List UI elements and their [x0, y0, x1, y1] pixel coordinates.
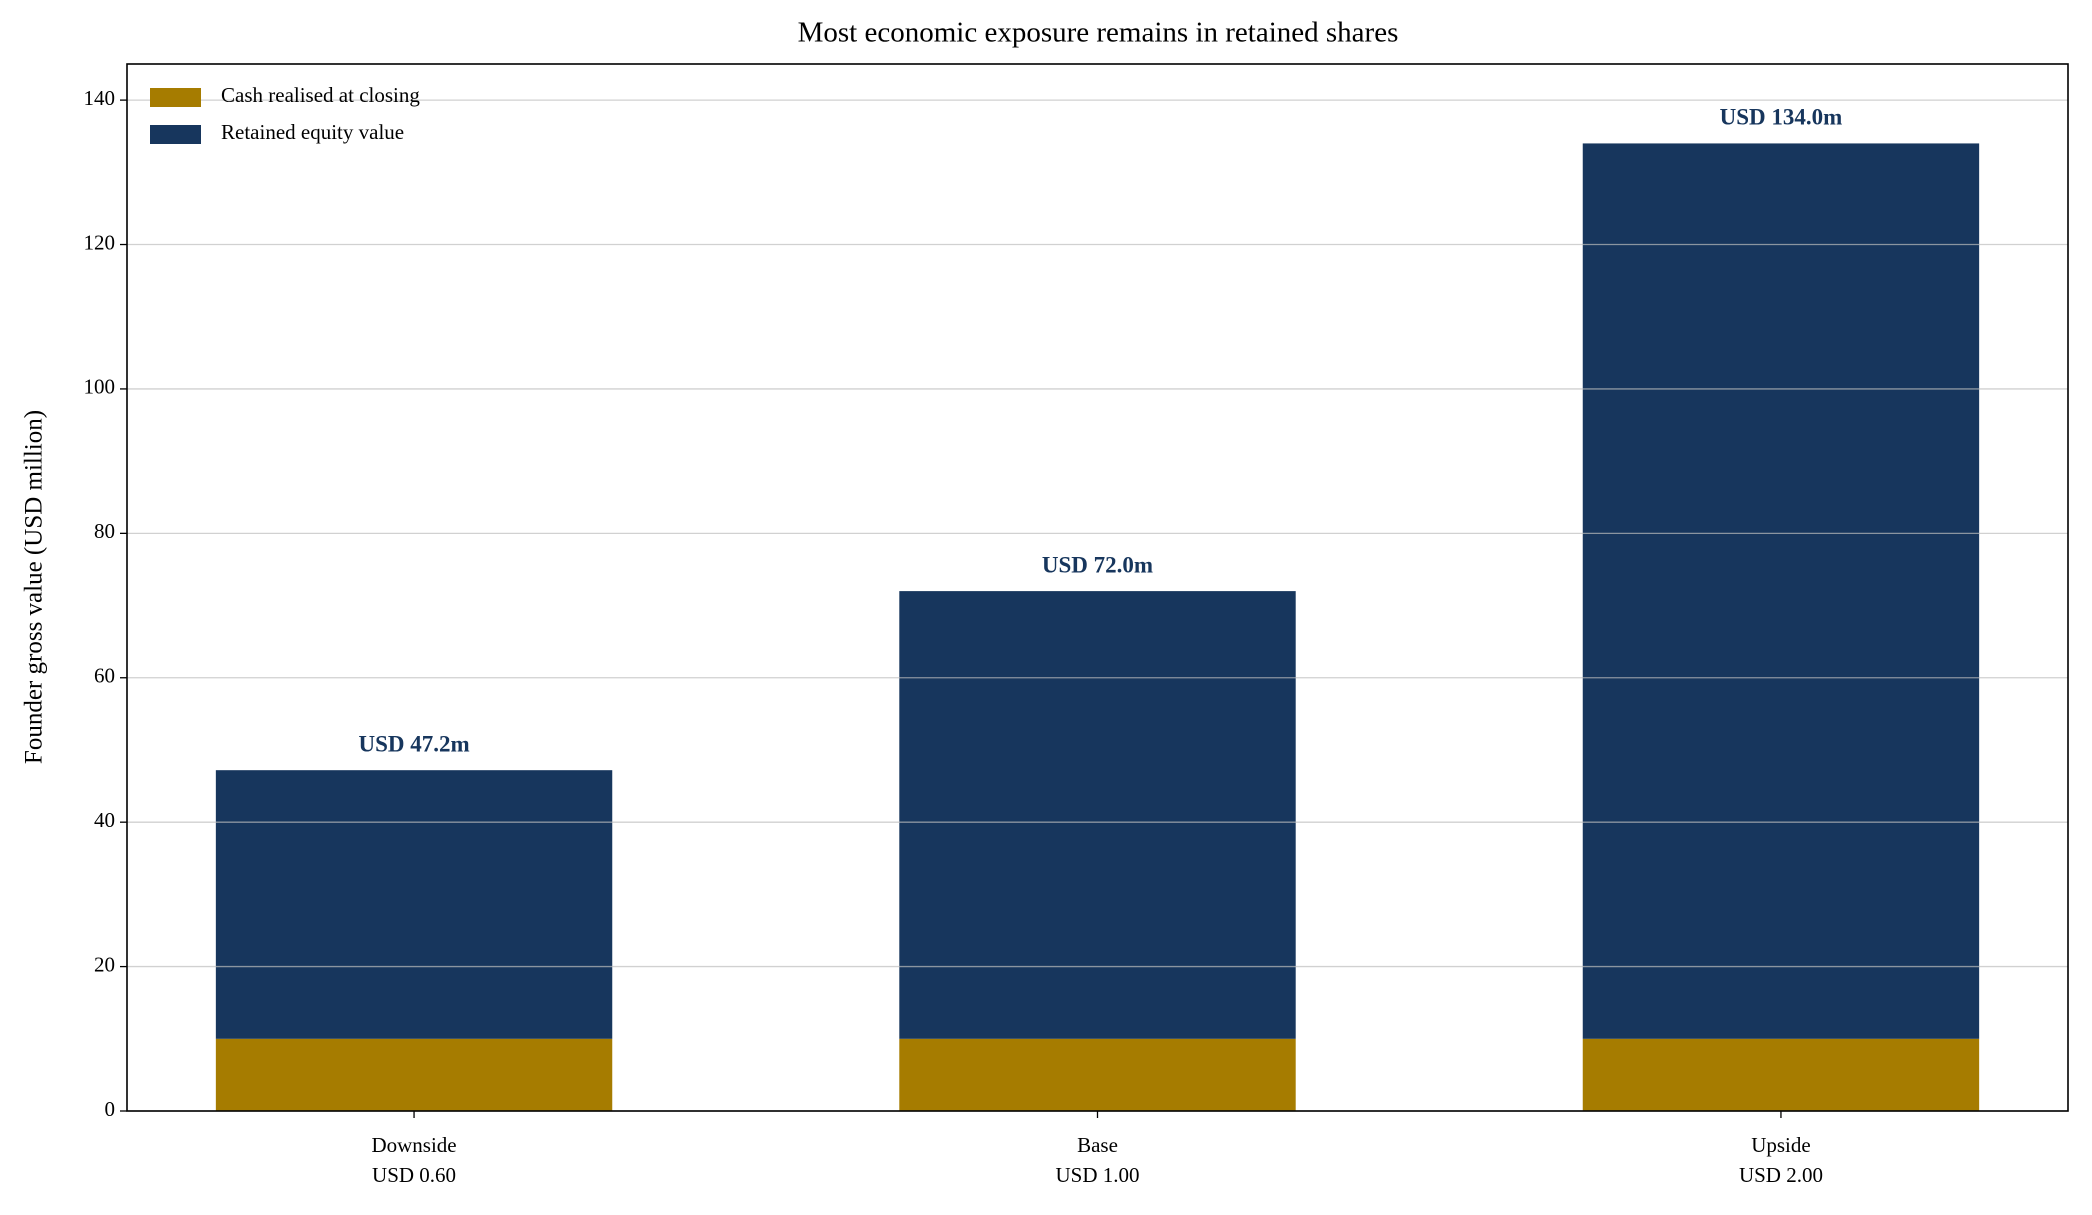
legend-label: Retained equity value	[221, 120, 404, 144]
bar-segment	[215, 1038, 613, 1111]
y-tick-label: 40	[94, 808, 115, 832]
chart-title: Most economic exposure remains in retain…	[798, 17, 1399, 49]
bar-segment	[215, 770, 613, 1039]
y-tick-label: 20	[94, 952, 115, 976]
y-tick-label: 120	[84, 230, 116, 254]
bar-segment	[1582, 1038, 1980, 1111]
bar-segment	[899, 591, 1296, 1039]
x-tick-label: USD 2.00	[1739, 1163, 1823, 1187]
legend-swatch	[150, 88, 201, 107]
legend-swatch	[150, 125, 201, 144]
y-tick-label: 140	[84, 86, 116, 110]
x-tick-label: USD 1.00	[1055, 1163, 1139, 1187]
y-tick-label: 60	[94, 664, 115, 688]
total-label: USD 72.0m	[1042, 552, 1153, 577]
plot-frame	[126, 63, 2069, 1112]
y-tick-label: 80	[94, 519, 115, 543]
total-label: USD 47.2m	[358, 731, 469, 756]
y-axis-label: Founder gross value (USD million)	[21, 410, 48, 764]
bar-segment	[1582, 143, 1980, 1039]
total-label: USD 134.0m	[1720, 105, 1843, 130]
y-tick-label: 0	[105, 1097, 116, 1121]
y-tick-label: 100	[84, 375, 116, 399]
bar-segment	[899, 1038, 1296, 1111]
legend-label: Cash realised at closing	[221, 83, 420, 107]
x-tick-label: Upside	[1751, 1133, 1811, 1157]
x-tick-label: Downside	[371, 1133, 456, 1157]
x-tick-label: USD 0.60	[372, 1163, 456, 1187]
x-tick-label: Base	[1077, 1133, 1118, 1157]
